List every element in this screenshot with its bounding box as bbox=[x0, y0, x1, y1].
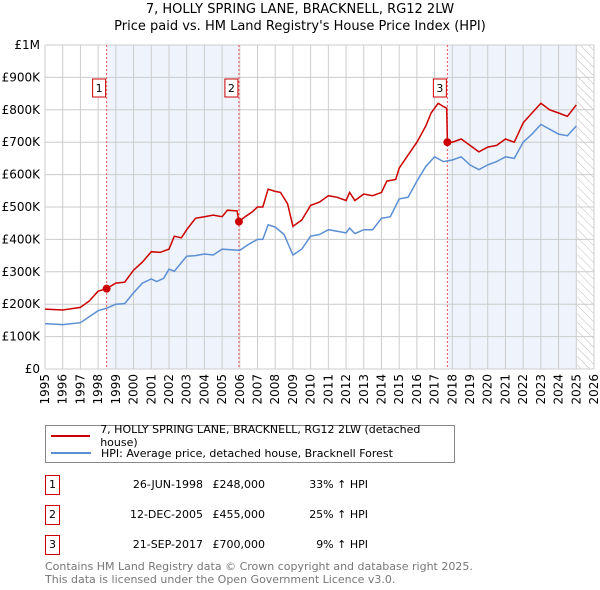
sale-marker: 3 bbox=[45, 535, 60, 555]
sale-row: 1 26-JUN-1998 £248,000 33% ↑ HPI bbox=[45, 475, 445, 495]
sale-date: 12-DEC-2005 bbox=[129, 508, 203, 521]
sale-point bbox=[443, 138, 452, 147]
x-tick-label: 2018 bbox=[445, 374, 459, 405]
y-tick-label: £700K bbox=[2, 135, 42, 149]
sale-price: £248,000 bbox=[212, 478, 266, 491]
sale-row: 3 21-SEP-2017 £700,000 9% ↑ HPI bbox=[45, 535, 445, 555]
x-tick-label: 2005 bbox=[215, 374, 229, 405]
y-tick-label: £1M bbox=[14, 38, 40, 52]
x-tick-label: 2024 bbox=[552, 374, 566, 405]
y-tick-label: £600K bbox=[2, 168, 42, 182]
y-tick-label: £900K bbox=[2, 70, 42, 84]
sale-hpi: 25% ↑ HPI bbox=[309, 508, 368, 521]
legend-swatch-blue bbox=[51, 452, 91, 454]
footer-line: This data is licensed under the Open Gov… bbox=[45, 573, 396, 586]
x-tick-label: 2023 bbox=[534, 374, 548, 405]
sale-point bbox=[234, 217, 243, 226]
x-tick-label: 2020 bbox=[481, 374, 495, 405]
x-tick-label: 1996 bbox=[56, 374, 70, 405]
legend-label: HPI: Average price, detached house, Brac… bbox=[101, 446, 393, 460]
x-tick-label: 2014 bbox=[374, 374, 388, 405]
legend-swatch-red bbox=[51, 435, 91, 437]
series-line bbox=[44, 102, 577, 311]
sale-label: 3 bbox=[436, 82, 443, 95]
sale-label: 1 bbox=[96, 82, 103, 95]
legend: 7, HOLLY SPRING LANE, BRACKNELL, RG12 2L… bbox=[45, 423, 455, 463]
x-tick-label: 2012 bbox=[339, 374, 353, 405]
legend-item-property: 7, HOLLY SPRING LANE, BRACKNELL, RG12 2L… bbox=[51, 423, 454, 449]
x-tick-label: 2000 bbox=[127, 374, 141, 405]
x-tick-label: 2011 bbox=[321, 374, 335, 405]
series-line bbox=[44, 123, 577, 326]
y-tick-label: £0 bbox=[25, 362, 40, 376]
price-chart: 1995 1996 1997 1998 1999 2000 2001 2002 2003 2004… bbox=[2, 38, 600, 405]
x-tick-label: 2015 bbox=[392, 374, 406, 405]
x-tick-label: 2017 bbox=[428, 374, 442, 405]
y-tick-label: £200K bbox=[2, 297, 42, 311]
legend-item-hpi: HPI: Average price, detached house, Brac… bbox=[51, 445, 393, 461]
x-tick-label: 1997 bbox=[73, 374, 87, 405]
sale-label-box bbox=[224, 78, 239, 98]
x-tick-label: 2008 bbox=[268, 374, 282, 405]
sale-price: £700,000 bbox=[212, 538, 266, 551]
x-tick-label: 1999 bbox=[109, 374, 123, 405]
sale-row: 2 12-DEC-2005 £455,000 25% ↑ HPI bbox=[45, 505, 445, 525]
sale-label-box bbox=[92, 78, 107, 98]
x-tick-label: 2009 bbox=[286, 374, 300, 405]
sale-marker: 1 bbox=[45, 475, 60, 495]
legend-label: 7, HOLLY SPRING LANE, BRACKNELL, RG12 2L… bbox=[100, 423, 421, 449]
chart-title: 7, HOLLY SPRING LANE, BRACKNELL, RG12 2L… bbox=[145, 2, 455, 17]
x-tick-label: 2007 bbox=[251, 374, 265, 405]
sale-date: 21-SEP-2017 bbox=[132, 538, 203, 551]
y-tick-label: £400K bbox=[2, 232, 42, 246]
x-tick-label: 2026 bbox=[587, 374, 600, 405]
x-tick-label: 2001 bbox=[144, 374, 158, 405]
sale-marker: 2 bbox=[45, 505, 60, 525]
x-tick-label: 2022 bbox=[516, 374, 530, 405]
y-tick-label: £300K bbox=[2, 265, 42, 279]
x-tick-label: 2002 bbox=[162, 374, 176, 405]
x-tick-label: 1995 bbox=[38, 374, 52, 405]
sale-hpi: 9% ↑ HPI bbox=[316, 538, 368, 551]
x-tick-label: 2003 bbox=[180, 374, 194, 405]
sale-label-box bbox=[432, 78, 447, 98]
footer-line: Contains HM Land Registry data © Crown c… bbox=[45, 560, 473, 573]
x-tick-label: 2006 bbox=[233, 374, 247, 405]
footer: Contains HM Land Registry data © Crown c… bbox=[45, 560, 473, 586]
chart-subtitle: Price paid vs. HM Land Registry's House … bbox=[114, 19, 486, 34]
x-tick-label: 2013 bbox=[357, 374, 371, 405]
sale-point bbox=[102, 284, 111, 293]
x-tick-label: 1998 bbox=[91, 374, 105, 405]
x-tick-label: 2019 bbox=[463, 374, 477, 405]
sale-hpi: 33% ↑ HPI bbox=[309, 478, 368, 491]
x-tick-label: 2016 bbox=[410, 374, 424, 405]
x-tick-label: 2025 bbox=[569, 374, 583, 405]
sale-date: 26-JUN-1998 bbox=[132, 478, 203, 491]
y-tick-label: £100K bbox=[2, 330, 42, 344]
sale-label: 2 bbox=[228, 82, 235, 95]
sale-price: £455,000 bbox=[212, 508, 266, 521]
x-tick-label: 2004 bbox=[197, 374, 211, 405]
x-tick-label: 2010 bbox=[304, 374, 318, 405]
y-tick-label: £500K bbox=[2, 200, 42, 214]
x-tick-label: 2021 bbox=[498, 374, 512, 405]
y-tick-label: £800K bbox=[2, 103, 42, 117]
